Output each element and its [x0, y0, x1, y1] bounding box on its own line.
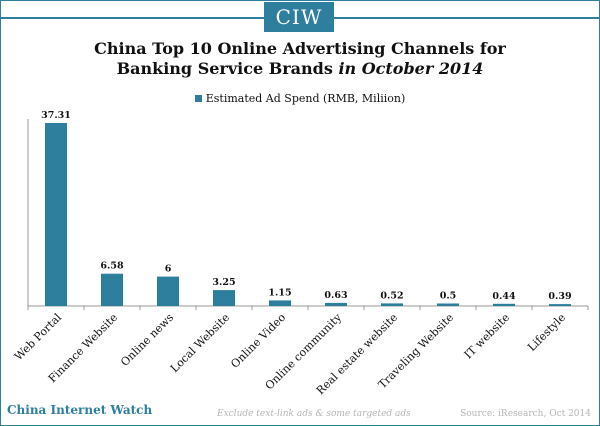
bar — [101, 273, 123, 306]
bar — [381, 303, 403, 306]
data-label: 0.44 — [492, 291, 516, 302]
bar — [325, 302, 347, 306]
chart-title: China Top 10 Online Advertising Channels… — [1, 39, 599, 79]
legend-label: Estimated Ad Spend (RMB, Miliion) — [205, 92, 406, 105]
bar — [549, 304, 571, 306]
bar — [213, 290, 235, 306]
data-label: 0.5 — [440, 291, 457, 302]
x-tick-label: Local Website — [168, 311, 232, 375]
data-label: 6 — [165, 264, 172, 275]
bar — [493, 303, 515, 306]
legend-swatch — [194, 95, 202, 102]
chart-title-line1: China Top 10 Online Advertising Channels… — [94, 39, 506, 58]
data-label: 1.15 — [268, 287, 291, 298]
chart-title-line2: Banking Service Brands in October 2014 — [1, 59, 599, 79]
ciw-logo: CIW — [264, 2, 334, 32]
bar — [269, 300, 291, 306]
data-label: 0.63 — [324, 290, 347, 301]
bar — [157, 276, 179, 306]
x-tick-label: Web Portal — [12, 311, 65, 364]
chart-legend: Estimated Ad Spend (RMB, Miliion) — [1, 92, 599, 105]
bar — [437, 303, 459, 306]
chart-title-line2-main: Banking Service Brands — [116, 59, 333, 78]
x-tick-label: Online Video — [228, 311, 288, 371]
x-tick-label: Online news — [118, 311, 176, 369]
data-label: 3.25 — [212, 277, 235, 288]
data-label: 0.39 — [548, 291, 572, 302]
footer-brand: China Internet Watch — [7, 403, 153, 417]
x-tick-label: IT website — [462, 311, 512, 361]
data-label: 37.31 — [41, 110, 71, 121]
chart-title-line2-em: in October 2014 — [338, 59, 484, 78]
bar — [45, 123, 67, 306]
data-label: 6.58 — [100, 261, 124, 272]
x-tick-label: Lifestyle — [525, 311, 568, 354]
data-label: 0.52 — [380, 290, 403, 301]
footer-note: Exclude text-link ads & some targeted ad… — [217, 409, 411, 419]
footer-source: Source: iResearch, Oct 2014 — [460, 409, 591, 419]
